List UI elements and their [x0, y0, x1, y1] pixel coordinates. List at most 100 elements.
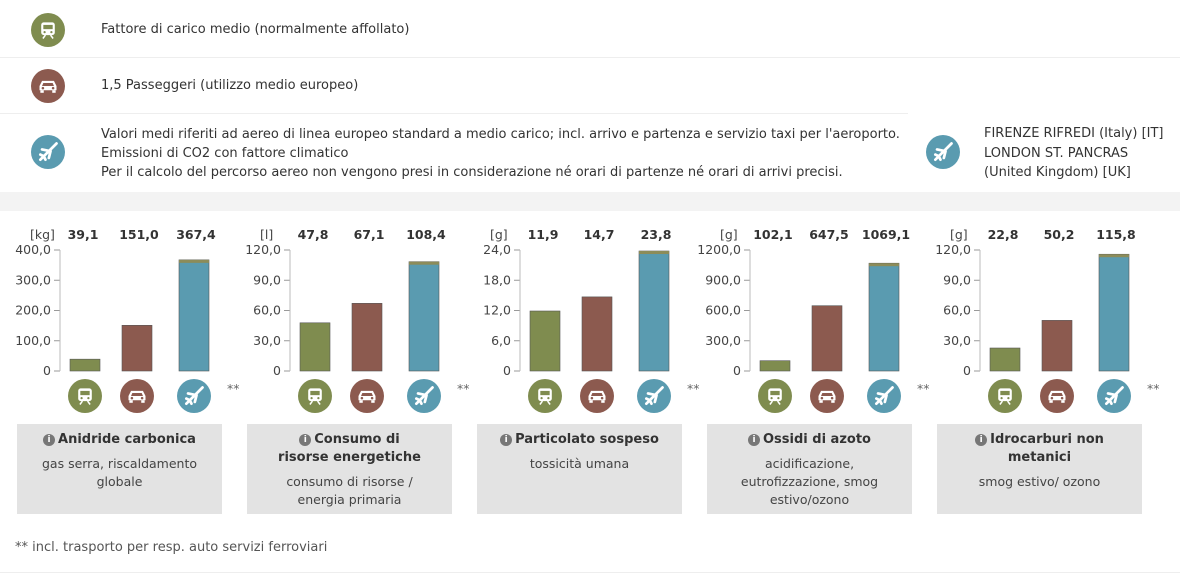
route-line: LONDON ST. PANCRAS: [984, 145, 1129, 161]
info-icon[interactable]: i: [500, 434, 513, 446]
legend-text: 1,5 Passeggeri (utilizzo medio europeo): [101, 78, 359, 93]
y-tick-label: 100,0: [15, 333, 51, 348]
plane-icon: [867, 379, 901, 413]
y-tick-label: 60,0: [943, 303, 971, 318]
car-icon: [31, 69, 65, 103]
chart-particulate: [g] 0 6,0 12,0 18,0 24,0 11,9 14,7 23,8 **: [477, 220, 707, 420]
train-icon: [298, 379, 332, 413]
bar-cap: [869, 263, 899, 267]
bar-treno[interactable]: [299, 322, 331, 372]
infobox-nmhc: i Idrocarburi non metanici smog estivo/ o…: [937, 424, 1142, 514]
infobox-title-text: Particolato sospeso: [515, 432, 659, 447]
plane-icon: [31, 135, 65, 169]
y-tick-label: 24,0: [483, 242, 511, 257]
car-icon: [810, 379, 844, 413]
footnote: ** incl. trasporto per resp. auto serviz…: [15, 540, 328, 555]
car-icon: [120, 379, 154, 413]
y-tick-label: 600,0: [705, 303, 741, 318]
y-tick-label: 300,0: [705, 333, 741, 348]
double-star: **: [1147, 381, 1160, 396]
bar-auto[interactable]: [351, 303, 383, 372]
bar-treno[interactable]: [69, 358, 101, 372]
infobox-title-text: Anidride carbonica: [58, 432, 196, 447]
value-label: 108,4: [406, 227, 446, 242]
bar-aereo[interactable]: [1098, 253, 1130, 372]
double-star: **: [687, 381, 700, 396]
route-line: FIRENZE RIFREDI (Italy) [IT]: [984, 126, 1164, 141]
unit-label: [g]: [490, 227, 508, 242]
bar-auto[interactable]: [121, 325, 153, 372]
bar-treno[interactable]: [989, 347, 1021, 372]
plane-icon: [637, 379, 671, 413]
bar-treno[interactable]: [529, 310, 561, 372]
bar-auto[interactable]: [581, 296, 613, 372]
value-label: 647,5: [809, 227, 849, 242]
infobox-title: i Consumo di risorse energetiche: [247, 431, 452, 467]
bar-auto[interactable]: [1041, 320, 1073, 372]
info-icon[interactable]: i: [748, 434, 760, 446]
car-icon: [350, 379, 384, 413]
bar-aereo[interactable]: [638, 250, 670, 372]
double-star: **: [917, 381, 930, 396]
train-icon: [988, 379, 1022, 413]
bar-cap: [639, 251, 669, 255]
y-tick-label: 6,0: [491, 333, 511, 348]
y-tick-label: 90,0: [943, 272, 971, 287]
infobox-title: i Idrocarburi non metanici: [937, 431, 1142, 467]
bar-auto[interactable]: [811, 305, 843, 372]
bar-aereo[interactable]: [868, 262, 900, 372]
info-icon[interactable]: i: [43, 434, 56, 446]
legend-text: Valori medi riferiti ad aereo di linea e…: [101, 125, 900, 182]
infobox-title: i Ossidi di azoto: [707, 431, 912, 449]
route-text: FIRENZE RIFREDI (Italy) [IT] LONDON ST. …: [984, 124, 1164, 183]
y-tick-label: 0: [273, 363, 281, 378]
chart-svg: [g] 0 6,0 12,0 18,0 24,0 11,9 14,7 23,8 **: [483, 227, 700, 413]
value-label: 14,7: [584, 227, 615, 242]
infobox-particulate: i Particolato sospeso tossicità umana: [477, 424, 682, 514]
chart-svg: [kg] 0 100,0 200,0 300,0 400,0 39,1 151,0 367,4 *…: [15, 227, 240, 413]
value-label: 50,2: [1044, 227, 1075, 242]
infobox-subtitle: smog estivo/ ozono: [978, 474, 1101, 489]
value-label: 11,9: [528, 227, 559, 242]
infobox-subtitle: gas serra, riscaldamento globale: [41, 456, 197, 489]
chart-nox: [g] 0 300,0 600,0 900,0 1200,0 102,1 647,5 1069,…: [697, 220, 937, 420]
unit-label: [g]: [720, 227, 738, 242]
legend-line: Per il calcolo del percorso aereo non ve…: [101, 165, 843, 180]
legend-line: Valori medi riferiti ad aereo di linea e…: [101, 127, 900, 142]
infobox-energy: i Consumo di risorse energetiche consumo …: [247, 424, 452, 514]
bar-aereo[interactable]: [178, 259, 210, 372]
bar-treno[interactable]: [759, 360, 791, 372]
train-icon: [528, 379, 562, 413]
legend-text: Fattore di carico medio (normalmente aff…: [101, 22, 410, 37]
plane-icon: [1097, 379, 1131, 413]
y-tick-label: 18,0: [483, 272, 511, 287]
legend-row-car: 1,5 Passeggeri (utilizzo medio europeo): [0, 57, 1180, 114]
value-label: 102,1: [753, 227, 793, 242]
value-label: 115,8: [1096, 227, 1136, 242]
y-tick-label: 120,0: [245, 242, 281, 257]
y-tick-label: 900,0: [705, 272, 741, 287]
y-tick-label: 300,0: [15, 272, 51, 287]
chart-svg: [l] 0 30,0 60,0 90,0 120,0 47,8 67,1 108,4 **: [245, 227, 470, 413]
bar-cap: [409, 261, 439, 265]
y-tick-label: 30,0: [943, 333, 971, 348]
train-icon: [758, 379, 792, 413]
legend-line: Emissioni di CO2 con fattore climatico: [101, 146, 349, 161]
y-tick-label: 60,0: [253, 303, 281, 318]
legend-row-train: Fattore di carico medio (normalmente aff…: [0, 0, 1180, 58]
infobox-subtitle: consumo di risorse / energia primaria: [286, 474, 413, 507]
value-label: 47,8: [298, 227, 329, 242]
separator-band: [0, 192, 1180, 211]
y-tick-label: 30,0: [253, 333, 281, 348]
infobox-title: i Particolato sospeso: [477, 431, 682, 449]
chart-energy: [l] 0 30,0 60,0 90,0 120,0 47,8 67,1 108,4 **: [245, 220, 477, 420]
y-tick-label: 1200,0: [697, 242, 741, 257]
infobox-title-text: Ossidi di azoto: [763, 432, 871, 447]
info-icon[interactable]: i: [975, 434, 988, 446]
bar-aereo[interactable]: [408, 261, 440, 372]
plane-icon: [407, 379, 441, 413]
infobox-title-text: Idrocarburi non metanici: [990, 432, 1104, 465]
double-star: **: [457, 381, 470, 396]
info-icon[interactable]: i: [299, 434, 312, 446]
unit-label: [kg]: [30, 227, 55, 242]
